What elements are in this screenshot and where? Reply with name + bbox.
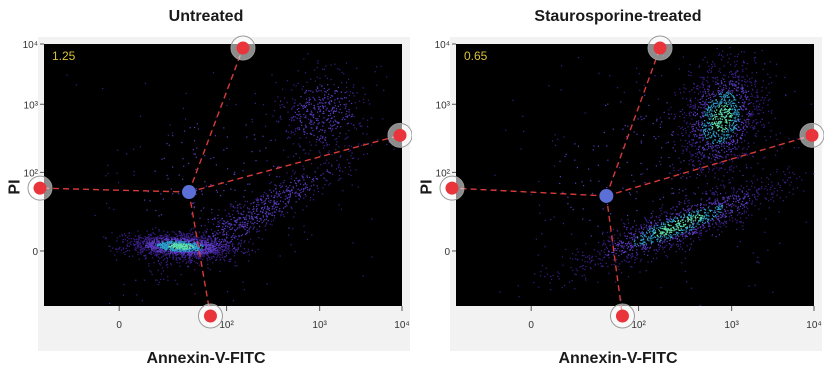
gate-handle-right[interactable]: [393, 128, 407, 142]
x-tick-label: 10⁴: [394, 320, 409, 331]
gate-line-top: [188, 47, 244, 193]
gate-line-bottom: [188, 191, 212, 317]
scatter-plot-untreated[interactable]: 0 10² 10³ 10⁴ 0 10² 10³ 10⁴ 1.25: [0, 0, 412, 376]
chart-title-staurosporine: Staurosporine-treated: [534, 8, 702, 25]
x-tick-label: 0: [528, 320, 534, 331]
gate-line-right: [606, 134, 813, 197]
gate-handle-top[interactable]: [653, 41, 667, 55]
y-tick-label: 10²: [24, 168, 39, 179]
quadrant-center-handle[interactable]: [599, 188, 614, 203]
x-tick-label: 10⁴: [806, 320, 821, 331]
gate-handle-top[interactable]: [236, 41, 250, 55]
x-tick-label: 10²: [219, 320, 234, 331]
scatter-plot-staurosporine[interactable]: 0 10² 10³ 10⁴ 0 10² 10³ 10⁴ 0.65: [412, 0, 824, 376]
x-axis-label-untreated: Annexin-V-FITC: [146, 350, 266, 367]
y-tick-label: 0: [32, 247, 38, 258]
plot-area: [456, 44, 814, 306]
gate-line-top: [605, 47, 661, 197]
gate-line-left: [451, 187, 607, 197]
x-tick-label: 10²: [631, 320, 646, 331]
gate-handle-left[interactable]: [445, 181, 459, 195]
gate-handle-bottom[interactable]: [203, 309, 217, 323]
x-tick-label: 10³: [312, 320, 327, 331]
gate-line-bottom: [605, 195, 624, 317]
y-tick-label: 10³: [436, 100, 451, 111]
plot-area: [44, 44, 402, 306]
quadrant-center-handle[interactable]: [181, 185, 196, 200]
y-tick-label: 0: [444, 247, 450, 258]
y-tick-label: 10³: [24, 100, 39, 111]
panel-staurosporine: Staurosporine-treated PI 0 10² 10³ 10⁴ 0 10² 1…: [412, 0, 824, 376]
event-dots: [66, 53, 395, 305]
event-dots: [494, 47, 815, 306]
x-axis-label-staurosporine: Annexin-V-FITC: [558, 350, 678, 367]
x-tick-label: 0: [116, 320, 122, 331]
quadrant-percentage: 0.65: [464, 49, 488, 63]
gate-line-right: [188, 134, 401, 193]
y-tick-label: 10⁴: [23, 40, 38, 51]
gate-line-left: [39, 187, 190, 193]
x-tick-label: 10³: [724, 320, 739, 331]
y-tick-label: 10⁴: [435, 40, 450, 51]
quadrant-percentage: 1.25: [52, 49, 76, 63]
y-tick-label: 10²: [436, 168, 451, 179]
gate-handle-bottom[interactable]: [615, 309, 629, 323]
panel-untreated: Untreated PI 0 10² 10³ 10⁴ 0 10² 10³ 10⁴ 1.25 An…: [0, 0, 412, 376]
gate-handle-left[interactable]: [33, 181, 47, 195]
gate-handle-right[interactable]: [805, 128, 819, 142]
chart-title-untreated: Untreated: [168, 8, 244, 25]
